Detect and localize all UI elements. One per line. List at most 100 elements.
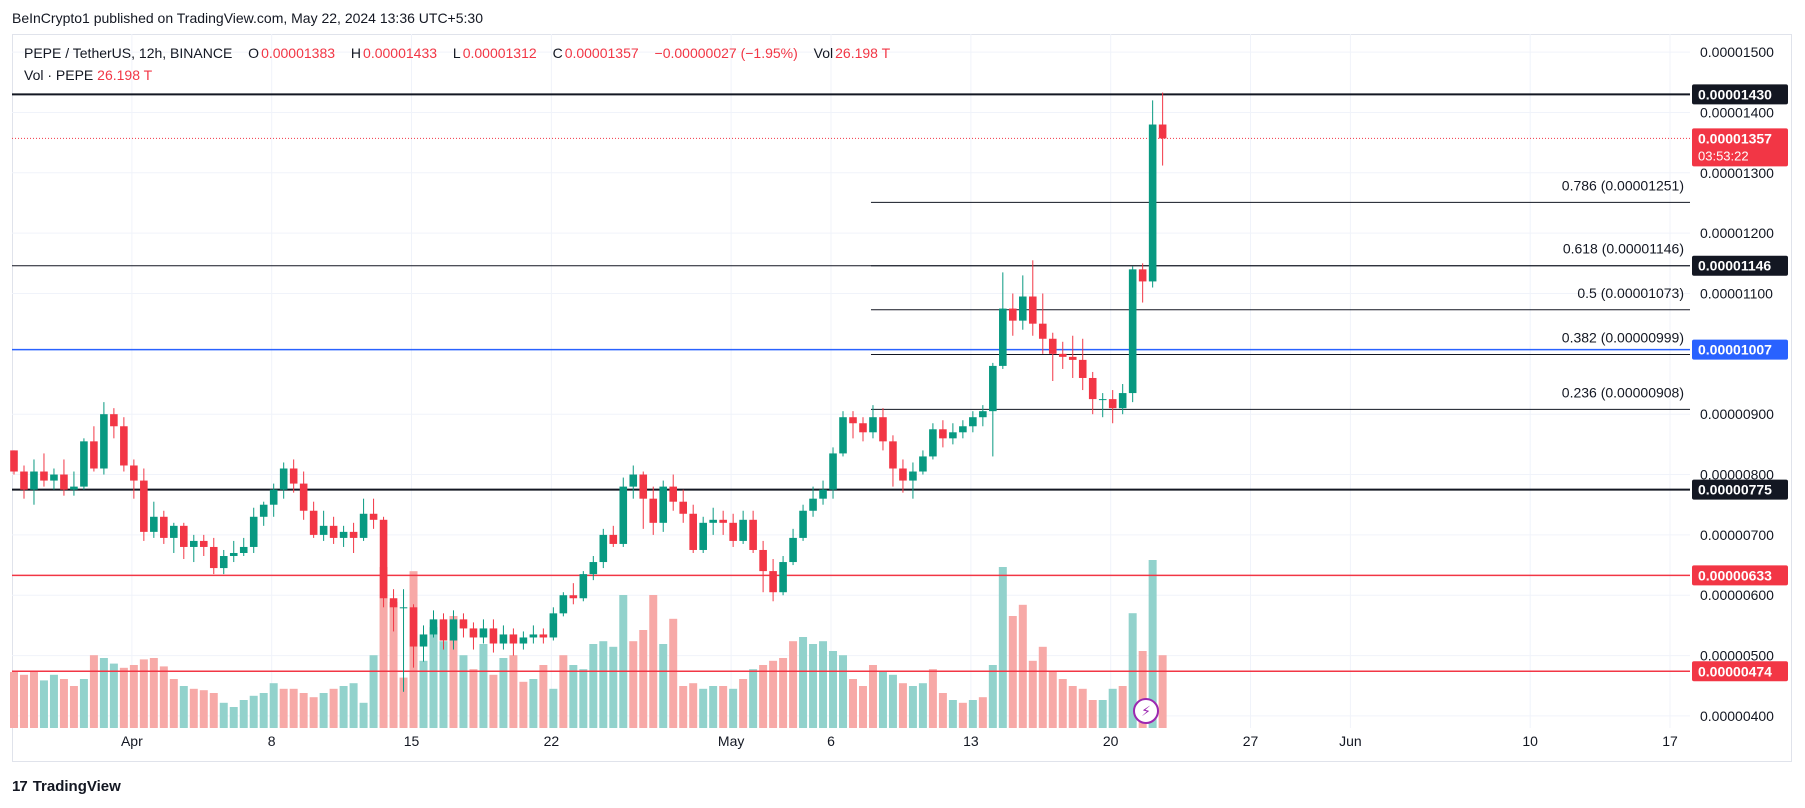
volume-bar xyxy=(988,665,997,728)
candle-body xyxy=(329,525,338,538)
volume-bar xyxy=(349,683,358,728)
volume-bar xyxy=(958,702,967,728)
volume-bar xyxy=(1078,688,1087,728)
volume-bar xyxy=(159,666,168,728)
candle-body xyxy=(1098,399,1107,401)
y-axis-tick-label: 0.00001300 xyxy=(1700,165,1774,181)
candle-body xyxy=(529,634,538,638)
volume-bar xyxy=(649,595,658,728)
candle-body xyxy=(589,562,598,575)
candle-body xyxy=(369,513,378,520)
volume-bar xyxy=(179,686,188,728)
candle-body xyxy=(799,510,807,538)
volume-bar xyxy=(509,655,518,728)
candle-body xyxy=(679,501,687,514)
volume-bar xyxy=(199,690,208,728)
candle-body xyxy=(289,468,298,484)
candle-body xyxy=(729,522,737,541)
candle-body xyxy=(879,417,887,442)
y-axis-tick-label: 0.00000400 xyxy=(1700,708,1774,724)
volume-bar xyxy=(209,693,218,728)
volume-bar xyxy=(948,700,957,728)
candle-body xyxy=(759,549,767,572)
candle-body xyxy=(789,537,797,563)
candle-body xyxy=(1088,377,1097,400)
volume-bar xyxy=(709,686,718,728)
volume-bar xyxy=(779,658,788,728)
volume-bar xyxy=(439,641,448,728)
x-axis-tick-label: 8 xyxy=(268,733,276,749)
volume-bar xyxy=(868,665,877,728)
volume-bar xyxy=(99,658,108,728)
candle-body xyxy=(140,480,148,532)
candle-body xyxy=(479,628,488,638)
volume-bar xyxy=(249,695,258,728)
candle-body xyxy=(929,429,937,457)
volume-bar xyxy=(839,655,848,728)
price-level-badge-bg xyxy=(1692,255,1788,276)
volume-bar xyxy=(39,680,48,728)
lightning-icon[interactable]: ⚡ xyxy=(1133,698,1159,724)
price-level-badge: 0.00001146 xyxy=(1698,258,1771,274)
x-axis-tick-label: 17 xyxy=(1662,733,1678,749)
candle-body xyxy=(1128,269,1137,394)
candle-body xyxy=(489,628,498,644)
volume-bar xyxy=(1138,651,1147,728)
candle-body xyxy=(749,519,757,550)
candle-body xyxy=(349,531,358,538)
legend-low-label: L xyxy=(452,45,461,61)
legend-high-value: 0.00001433 xyxy=(363,45,438,61)
volume-bar xyxy=(978,697,987,728)
volume-bar xyxy=(219,702,228,728)
y-axis-tick-label: 0.00000800 xyxy=(1700,467,1774,483)
candle-body xyxy=(949,432,957,439)
candle-body xyxy=(549,613,558,638)
legend-vol-label: Vol xyxy=(813,45,834,61)
volume-bar xyxy=(1118,686,1127,728)
fib-level-label: 0.5 (0.00001073) xyxy=(1577,285,1684,301)
volume-legend: Vol · PEPE 26.198 T xyxy=(24,67,152,83)
volume-bar xyxy=(908,686,917,728)
candle-body xyxy=(40,471,48,481)
volume-bar xyxy=(339,686,348,728)
volume-bar xyxy=(369,655,378,728)
candle-body xyxy=(959,426,967,433)
candle-body xyxy=(110,414,118,427)
volume-bar xyxy=(579,669,588,728)
volume-bar xyxy=(529,679,538,728)
volume-bar xyxy=(1018,604,1027,728)
y-axis-tick-label: 0.00000600 xyxy=(1700,587,1774,603)
candle-body xyxy=(170,525,178,538)
candle-body xyxy=(1058,353,1067,357)
candle-body xyxy=(100,414,108,469)
volume-bar xyxy=(359,702,368,728)
volume-bar xyxy=(769,660,778,728)
volume-bar xyxy=(938,693,947,728)
candle-body xyxy=(130,465,138,481)
candle-body xyxy=(869,417,877,433)
price-level-badge: 0.00001007 xyxy=(1698,342,1772,358)
tradingview-logo[interactable]: 17 TradingView xyxy=(12,778,121,795)
x-axis-tick-label: 10 xyxy=(1522,733,1538,749)
volume-bar xyxy=(549,688,558,728)
candle-body xyxy=(969,417,977,427)
candle-body xyxy=(319,525,328,535)
candle-body xyxy=(699,522,707,550)
candle-body xyxy=(1148,124,1157,282)
volume-bar xyxy=(10,672,18,728)
candle-body xyxy=(979,411,987,418)
y-axis-tick-label: 0.00001400 xyxy=(1700,104,1774,120)
candle-body xyxy=(229,552,238,557)
volume-bar xyxy=(849,679,857,728)
x-axis-tick-label: 22 xyxy=(544,733,560,749)
candle-body xyxy=(239,546,248,553)
candle-body xyxy=(1118,393,1127,409)
volume-bar xyxy=(479,644,488,728)
volume-bar xyxy=(918,683,927,728)
candle-body xyxy=(150,516,158,532)
candle-body xyxy=(629,474,638,487)
price-level-badge-bg xyxy=(1692,84,1788,105)
candle-body xyxy=(209,546,218,569)
price-level-badge-bg xyxy=(1692,339,1788,360)
